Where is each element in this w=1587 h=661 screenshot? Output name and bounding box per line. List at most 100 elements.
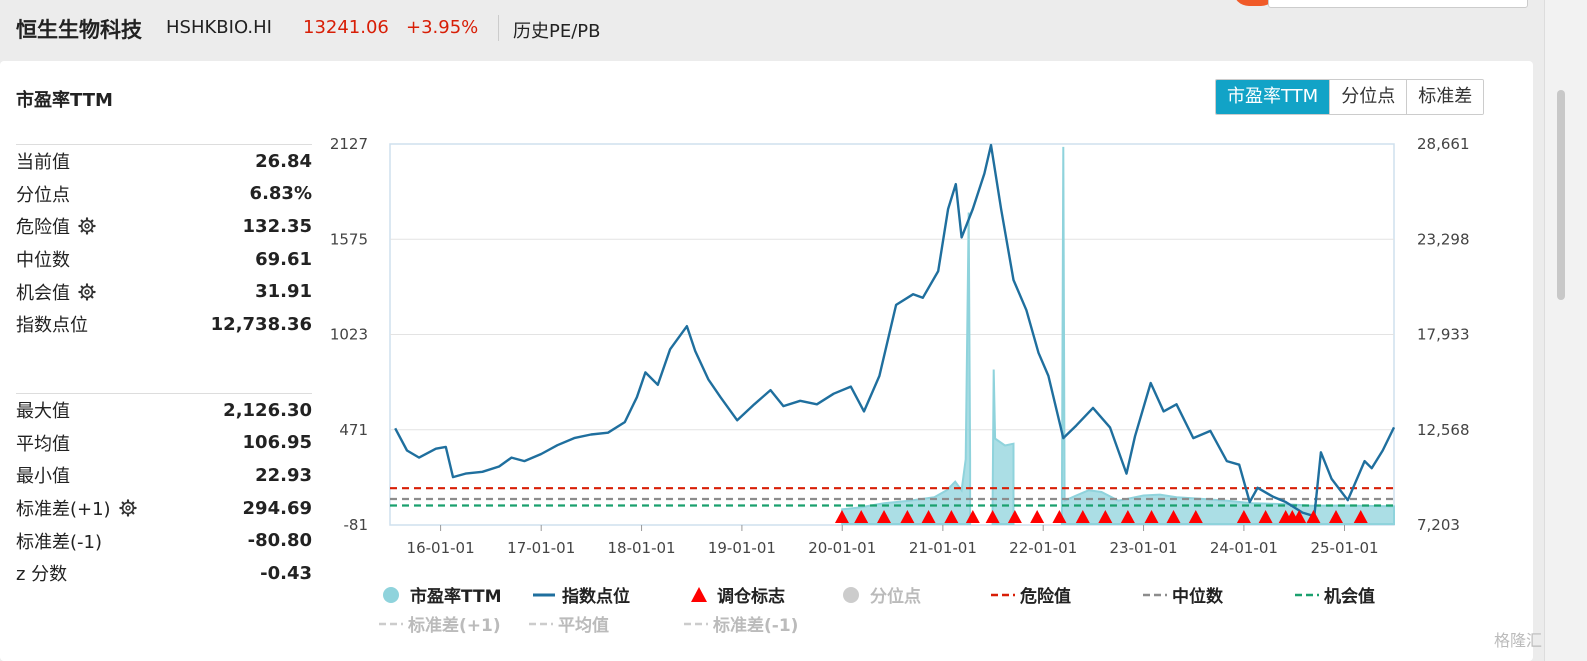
x-tick-label: 24-01-01 bbox=[1210, 539, 1278, 557]
stat-row-mean: 平均值 106.95 bbox=[16, 427, 312, 460]
legend-item: 分位点 bbox=[843, 586, 921, 607]
stat-value: 69.61 bbox=[255, 248, 312, 270]
stat-label: 当前值 bbox=[16, 152, 70, 174]
stat-value: 22.93 bbox=[255, 464, 312, 486]
stat-label: 机会值 bbox=[16, 279, 96, 305]
y-left-tick-label: 471 bbox=[339, 421, 368, 439]
pe-ttm-area bbox=[841, 212, 972, 525]
search-input[interactable] bbox=[1268, 0, 1528, 8]
stats-summary: 最大值 2,126.30 平均值 106.95 最小值 22.93 标准差(+1… bbox=[16, 393, 312, 590]
rebalance-marker bbox=[985, 510, 1000, 523]
stat-row-z-score: z 分数 -0.43 bbox=[16, 557, 312, 590]
stat-value: 132.35 bbox=[242, 215, 312, 237]
x-tick-label: 22-01-01 bbox=[1009, 539, 1077, 557]
gear-icon[interactable] bbox=[78, 217, 96, 236]
y-right-tick-label: 17,933 bbox=[1417, 326, 1470, 344]
rebalance-marker bbox=[965, 510, 980, 523]
header-divider bbox=[498, 15, 499, 41]
stats-current: 当前值 26.84 分位点 6.83% 危险值 132.35 中位数 69.61… bbox=[16, 144, 312, 341]
stat-value: 12,738.36 bbox=[210, 313, 312, 335]
y-right-tick-label: 28,661 bbox=[1417, 135, 1470, 153]
stat-row-danger-value: 危险值 132.35 bbox=[16, 210, 312, 243]
legend-item: 标准差(+1) bbox=[379, 615, 501, 636]
tab-pe-ttm[interactable]: 市盈率TTM bbox=[1216, 80, 1330, 114]
legend-label: 平均值 bbox=[558, 615, 609, 636]
legend-item: 市盈率TTM bbox=[383, 586, 502, 607]
stat-row-opportunity-value: 机会值 31.91 bbox=[16, 275, 312, 308]
legend-label: 分位点 bbox=[870, 586, 921, 607]
stat-label: 标准差(+1) bbox=[16, 495, 137, 521]
stat-label: 最大值 bbox=[16, 401, 70, 423]
index-level-line bbox=[394, 143, 1396, 518]
stat-value: 6.83% bbox=[249, 183, 312, 205]
x-tick-label: 18-01-01 bbox=[608, 539, 676, 557]
rebalance-marker bbox=[1098, 510, 1113, 523]
legend-label: 标准差(-1) bbox=[713, 615, 798, 636]
stat-value: 2,126.30 bbox=[223, 399, 312, 421]
legend-item: 危险值 bbox=[991, 586, 1071, 607]
rebalance-marker bbox=[1353, 510, 1368, 523]
pe-ttm-area bbox=[991, 369, 1015, 525]
stat-label: 指数点位 bbox=[16, 315, 88, 337]
valuation-chart: 2127 28,661 1575 23,298 1023 17,933 471 12,568 -… bbox=[330, 135, 1470, 636]
scrollbar-thumb[interactable] bbox=[1557, 90, 1565, 300]
legend-item: 指数点位 bbox=[533, 586, 630, 607]
legend-label: 指数点位 bbox=[562, 586, 630, 607]
legend-label: 危险值 bbox=[1019, 586, 1071, 607]
y-right-tick-label: 23,298 bbox=[1417, 230, 1470, 248]
rebalance-marker bbox=[877, 510, 892, 523]
stat-value: 31.91 bbox=[255, 281, 312, 303]
x-tick-label: 17-01-01 bbox=[507, 539, 575, 557]
stat-row-min: 最小值 22.93 bbox=[16, 459, 312, 492]
gear-icon[interactable] bbox=[118, 499, 137, 517]
x-tick-label: 19-01-01 bbox=[708, 539, 776, 557]
x-tick-label: 23-01-01 bbox=[1110, 539, 1178, 557]
stat-label: 最小值 bbox=[16, 466, 70, 488]
stat-label: 中位数 bbox=[16, 250, 70, 272]
rebalance-marker bbox=[1236, 510, 1251, 523]
stat-row-max: 最大值 2,126.30 bbox=[16, 394, 312, 427]
history-pe-pb-link[interactable]: 历史PE/PB bbox=[513, 21, 601, 42]
x-tick-label: 21-01-01 bbox=[909, 539, 977, 557]
stat-label: 危险值 bbox=[16, 213, 96, 239]
y-left-tick-label: -81 bbox=[344, 516, 369, 534]
search-accent bbox=[1233, 0, 1277, 6]
watermark-logo: 格隆汇 bbox=[1494, 631, 1543, 650]
y-left-tick-label: 2127 bbox=[330, 135, 368, 153]
rebalance-marker bbox=[921, 510, 936, 523]
rebalance-marker bbox=[1166, 510, 1181, 523]
stat-row-std-minus1: 标准差(-1) -80.80 bbox=[16, 524, 312, 557]
panel-title: 市盈率TTM bbox=[16, 90, 113, 111]
legend-label: 调仓标志 bbox=[717, 586, 785, 607]
legend-label: 标准差(+1) bbox=[408, 615, 501, 636]
y-left-tick-label: 1023 bbox=[330, 326, 368, 344]
legend-label: 市盈率TTM bbox=[410, 586, 502, 607]
x-tick-label: 16-01-01 bbox=[407, 539, 475, 557]
stat-value: 294.69 bbox=[242, 497, 312, 519]
stat-value: -0.43 bbox=[260, 562, 312, 584]
stat-value: -80.80 bbox=[247, 530, 312, 552]
rebalance-marker bbox=[1258, 510, 1273, 523]
pe-ttm-area bbox=[1060, 146, 1395, 525]
tab-percentile[interactable]: 分位点 bbox=[1329, 80, 1407, 114]
legend-swatch bbox=[843, 587, 859, 603]
rebalance-marker bbox=[1120, 510, 1135, 523]
tab-std-dev[interactable]: 标准差 bbox=[1406, 80, 1484, 114]
rebalance-marker bbox=[1007, 510, 1022, 523]
legend-swatch bbox=[691, 587, 707, 602]
rebalance-marker bbox=[854, 510, 869, 523]
rebalance-marker bbox=[900, 510, 915, 523]
rebalance-marker bbox=[1052, 510, 1067, 523]
legend-swatch bbox=[383, 587, 399, 603]
scrollbar-track[interactable] bbox=[1544, 0, 1587, 661]
rebalance-marker bbox=[1328, 510, 1343, 523]
stat-label: 标准差(-1) bbox=[16, 531, 102, 553]
top-bar: 恒生生物科技 HSHKBIO.HI 13241.06 +3.95% 历史PE/P… bbox=[0, 0, 1540, 58]
stat-row-current-value: 当前值 26.84 bbox=[16, 145, 312, 178]
stat-label: z 分数 bbox=[16, 564, 68, 586]
rebalance-marker bbox=[1188, 510, 1203, 523]
y-left-tick-label: 1575 bbox=[330, 230, 368, 248]
stat-label: 平均值 bbox=[16, 433, 70, 455]
gear-icon[interactable] bbox=[78, 282, 96, 301]
